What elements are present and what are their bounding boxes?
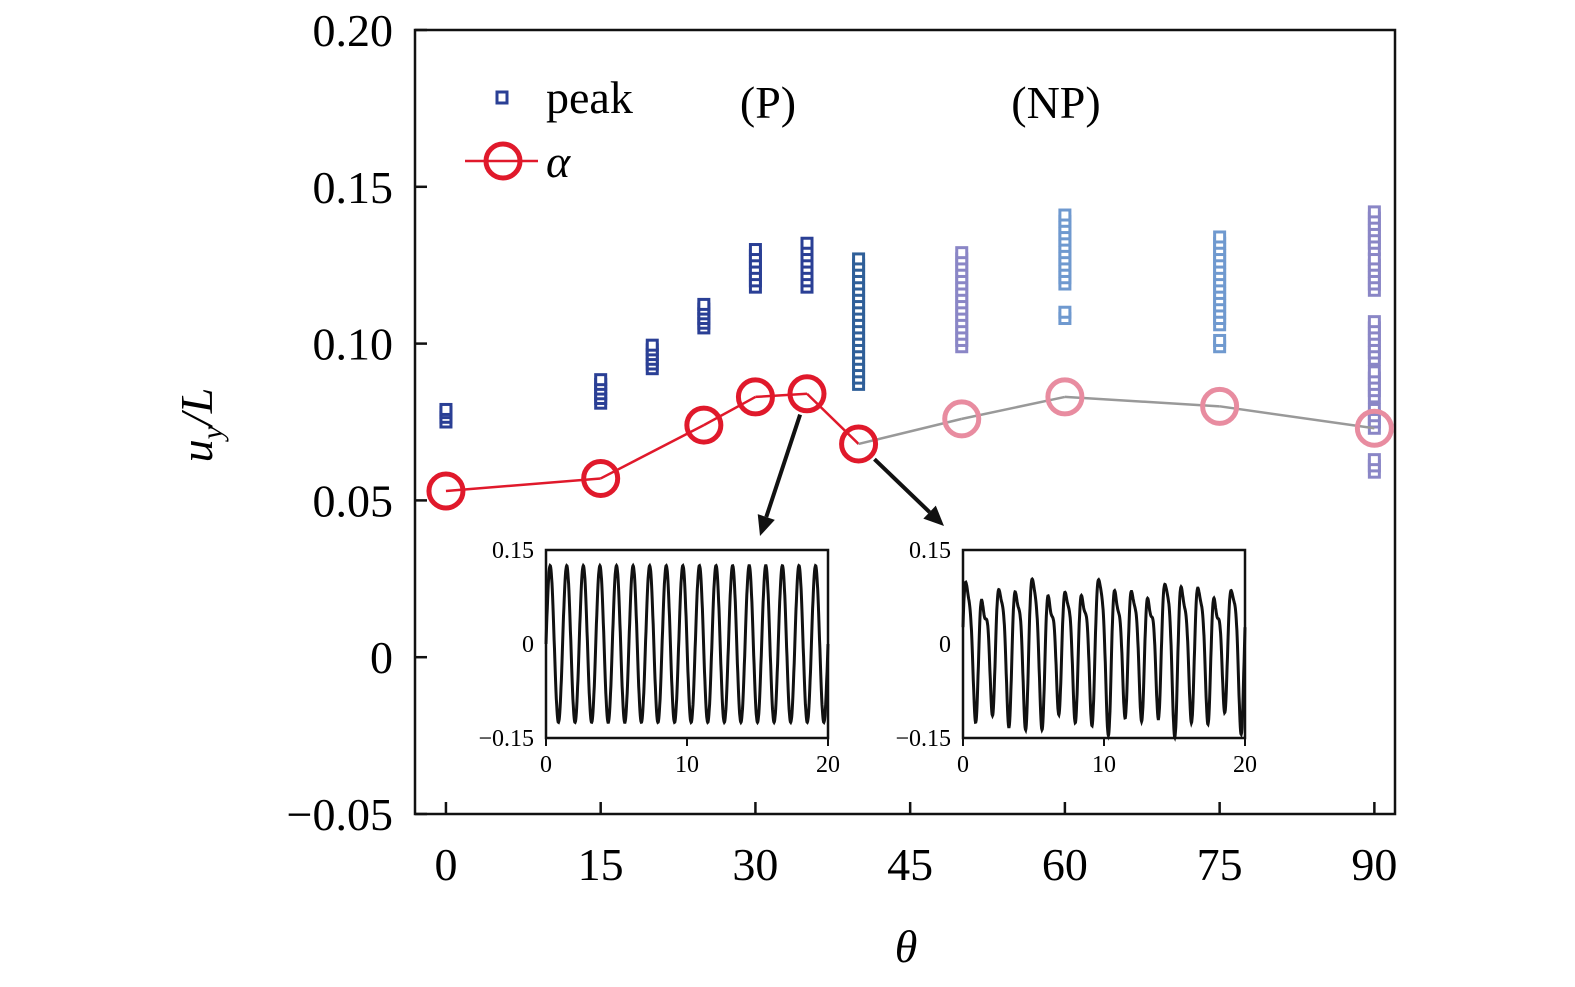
y-tick-label: 0.15 <box>313 162 394 213</box>
labels: θ uy/L (P) (NP) peak α <box>171 72 1101 972</box>
alpha-segment <box>1064 395 1220 408</box>
inset-x-tick-label: 20 <box>1233 752 1257 778</box>
alpha-segment <box>703 395 757 427</box>
x-tick-label: 15 <box>578 839 624 890</box>
x-tick-label: 45 <box>887 839 933 890</box>
inset-arrow-shaft <box>873 457 931 514</box>
alpha-point <box>684 405 724 445</box>
inset-x-tick-label: 0 <box>540 752 552 778</box>
inset-y-tick-label: 0 <box>522 632 534 658</box>
peak-point <box>800 236 814 250</box>
alpha-point <box>787 374 827 414</box>
x-axis-label: θ <box>895 921 918 972</box>
inset-y-tick-label: −0.15 <box>478 726 534 752</box>
alpha-point <box>581 458 621 498</box>
inset-waveform <box>544 562 830 726</box>
alpha-point <box>735 377 775 417</box>
peak-point <box>1058 208 1072 222</box>
x-tick-label: 30 <box>732 839 778 890</box>
peak-point <box>852 252 866 266</box>
peak-series <box>439 205 1381 479</box>
inset-arrow-shaft <box>764 414 802 518</box>
inset-x-tick-label: 0 <box>957 752 969 778</box>
alpha-series <box>426 374 1394 511</box>
legend-peak-label: peak <box>546 72 633 123</box>
y-axis-label-tail: /L <box>171 388 222 429</box>
region-label-nonperiodic: (NP) <box>1011 77 1100 128</box>
plot-frame <box>413 28 1397 816</box>
peak-point <box>1367 453 1381 467</box>
legend-alpha-marker <box>483 141 523 181</box>
legend-peak-marker <box>495 90 509 105</box>
x-tick-label: 75 <box>1197 839 1243 890</box>
inset-arrow-head <box>757 514 775 536</box>
y-tick-label: 0.20 <box>313 5 394 56</box>
main-axes: 0 15 30 45 60 75 90 −0.05 0 0.05 0.10 0.15 0.20 <box>287 5 1398 890</box>
peak-point <box>1367 365 1381 379</box>
alpha-segment <box>1219 405 1375 430</box>
alpha-point <box>426 471 466 511</box>
x-tick-label: 90 <box>1351 839 1397 890</box>
alpha-segment <box>445 477 601 493</box>
y-axis-label-main: u <box>171 439 222 462</box>
inset-x-tick-label: 20 <box>816 752 840 778</box>
peak-point <box>439 402 453 416</box>
y-tick-label: −0.05 <box>287 789 393 840</box>
alpha-point <box>839 424 879 464</box>
inset-y-tick-label: 0.15 <box>909 538 951 564</box>
y-axis-label: uy/L <box>171 388 229 463</box>
inset-x-tick-label: 10 <box>1092 752 1116 778</box>
legend: peak α <box>465 72 633 187</box>
alpha-segment <box>806 392 860 445</box>
y-tick-label: 0.05 <box>313 475 394 526</box>
peak-point <box>1367 315 1381 329</box>
inset-waveform <box>961 576 1247 742</box>
alpha-point <box>1354 408 1394 448</box>
alpha-point <box>1200 386 1240 426</box>
peak-point <box>645 338 659 352</box>
legend-alpha-label: α <box>546 136 571 187</box>
peak-point <box>748 243 762 257</box>
peak-point <box>594 373 608 387</box>
peak-point <box>1367 205 1381 219</box>
inset-x-tick-label: 10 <box>675 752 699 778</box>
inset-arrow-head <box>923 505 944 526</box>
peak-point <box>1058 305 1072 319</box>
alpha-segment <box>755 392 808 399</box>
alpha-point <box>1045 377 1085 417</box>
inset-y-tick-label: 0 <box>939 632 951 658</box>
inset-y-tick-label: −0.15 <box>895 726 951 752</box>
peak-point <box>1213 333 1227 347</box>
inset-y-tick-label: 0.15 <box>492 538 534 564</box>
y-tick-label: 0.10 <box>313 319 394 370</box>
peak-point <box>697 297 711 311</box>
y-axis-label-sub: y <box>196 425 229 442</box>
y-tick-label: 0 <box>370 632 393 683</box>
region-label-periodic: (P) <box>740 77 796 128</box>
peak-point <box>1213 230 1227 244</box>
x-tick-label: 0 <box>434 839 457 890</box>
alpha-point <box>942 399 982 439</box>
x-tick-label: 60 <box>1042 839 1088 890</box>
peak-point <box>955 246 969 260</box>
